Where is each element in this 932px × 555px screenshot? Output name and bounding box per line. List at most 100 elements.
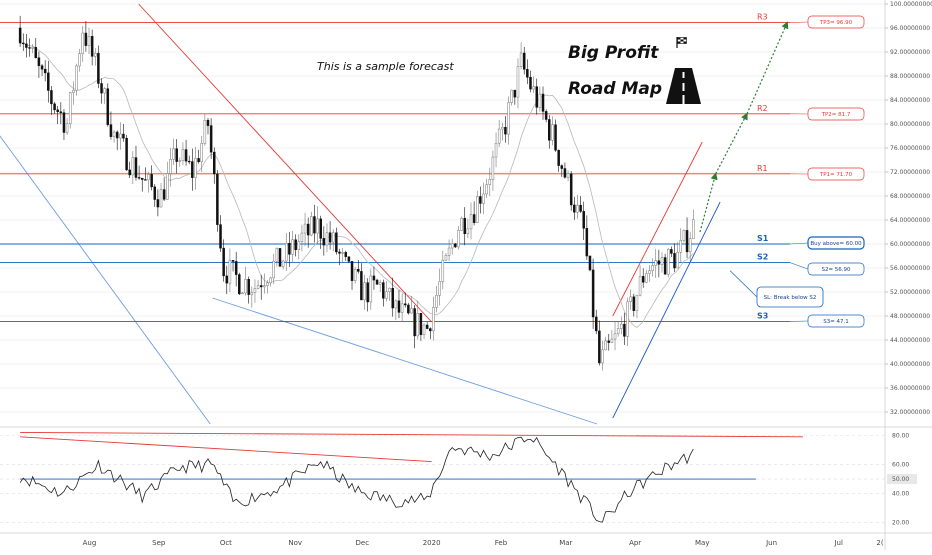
- candle-body-201: [648, 271, 650, 274]
- y-tick-label-14: 44.00000000: [890, 337, 930, 344]
- candle-body-43: [154, 187, 156, 200]
- candle-body-112: [370, 276, 372, 302]
- candle-body-183: [592, 270, 594, 317]
- candle-body-87: [292, 240, 294, 255]
- candle-body-210: [677, 252, 679, 268]
- candle-body-18: [75, 66, 77, 90]
- candle-body-152: [495, 143, 497, 157]
- candle-body-188: [608, 341, 610, 343]
- candle-body-62: [213, 152, 215, 174]
- forecast-arrows: [700, 23, 787, 232]
- candle-body-77: [260, 285, 262, 286]
- candle-body-106: [351, 261, 353, 280]
- candle-body-8: [44, 69, 46, 73]
- candle-body-172: [558, 150, 560, 165]
- candle-body-133: [436, 295, 438, 307]
- candle-body-198: [639, 276, 641, 295]
- tag-text-s2: S2= 56.90: [821, 267, 851, 273]
- candle-body-158: [514, 90, 516, 97]
- candle-body-5: [35, 47, 37, 57]
- candle-body-7: [41, 66, 43, 69]
- osc-line-1: [20, 432, 803, 436]
- candle-body-38: [138, 177, 140, 178]
- candle-body-204: [658, 261, 660, 265]
- candle-body-119: [392, 288, 394, 308]
- road-icon: [666, 68, 701, 104]
- level-label-s2: S2: [757, 253, 768, 262]
- candle-body-196: [633, 297, 635, 311]
- candle-body-173: [561, 166, 563, 169]
- candle-body-211: [680, 240, 682, 252]
- x-tick-label-4: Dec: [356, 539, 370, 547]
- candle-body-208: [670, 249, 672, 253]
- candle-body-79: [266, 283, 268, 286]
- candle-body-174: [564, 169, 566, 178]
- candle-body-154: [501, 127, 503, 129]
- candle-body-69: [235, 261, 237, 274]
- y-tick-label-6: 76.00000000: [890, 145, 930, 152]
- y-tick-label-0: 100.00000000: [890, 1, 932, 8]
- candle-body-11: [54, 104, 56, 110]
- candle-body-143: [467, 229, 469, 234]
- candle-body-164: [533, 87, 535, 89]
- y-tick-label-17: 32.00000000: [890, 409, 930, 416]
- candle-body-147: [479, 197, 481, 204]
- candle-body-0: [19, 28, 21, 43]
- headline-line-1: Big Profit: [568, 43, 659, 63]
- candle-body-161: [523, 53, 525, 69]
- candle-body-107: [354, 269, 356, 280]
- candle-body-23: [91, 36, 93, 56]
- candle-body-170: [551, 125, 553, 140]
- candle-body-90: [301, 233, 303, 242]
- candle-body-140: [457, 230, 459, 247]
- y-tick-label-3: 88.00000000: [890, 73, 930, 80]
- candle-body-35: [129, 170, 131, 175]
- stop-loss-text: SL: Break below S2: [764, 295, 817, 301]
- candle-body-160: [520, 53, 522, 67]
- candle-body-84: [282, 261, 284, 266]
- tag-text-r2: TP2= 81.7: [821, 112, 851, 118]
- candle-body-12: [57, 110, 59, 112]
- candle-body-95: [317, 219, 319, 233]
- candle-body-14: [63, 113, 65, 133]
- candle-body-85: [285, 243, 287, 261]
- candle-body-116: [382, 283, 384, 299]
- candle-body-59: [204, 120, 206, 143]
- checkered-flag-icon: [677, 37, 687, 48]
- candle-body-74: [251, 293, 253, 295]
- candle-body-3: [29, 48, 31, 49]
- osc-tick-label-3: 40.00: [892, 491, 909, 498]
- candle-body-206: [664, 258, 666, 275]
- candle-body-215: [692, 220, 694, 239]
- candle-body-54: [188, 161, 190, 162]
- candle-body-52: [182, 150, 184, 161]
- candle-body-128: [420, 313, 422, 334]
- candle-body-2: [25, 44, 27, 48]
- candle-body-24: [94, 53, 96, 56]
- candle-body-13: [60, 112, 62, 113]
- candle-body-167: [542, 94, 544, 111]
- candle-body-197: [636, 295, 638, 310]
- candle-body-93: [310, 217, 312, 236]
- candle-body-41: [148, 174, 150, 179]
- level-label-s1: S1: [757, 234, 769, 243]
- candle-body-102: [338, 252, 340, 253]
- candle-body-209: [674, 253, 676, 268]
- candle-body-78: [263, 286, 265, 287]
- candle-body-61: [210, 126, 212, 153]
- candle-body-214: [689, 239, 691, 252]
- candle-body-207: [667, 249, 669, 274]
- candle-body-92: [307, 224, 309, 235]
- y-tick-label-10: 60.00000000: [890, 241, 930, 248]
- candle-body-64: [220, 225, 222, 248]
- candle-body-20: [82, 33, 84, 54]
- candle-body-162: [526, 69, 528, 77]
- candle-body-165: [536, 87, 538, 108]
- candle-body-53: [185, 150, 187, 162]
- y-tick-label-11: 56.00000000: [890, 265, 930, 272]
- candle-body-51: [179, 161, 181, 162]
- candle-body-130: [426, 325, 428, 329]
- candle-body-82: [276, 248, 278, 261]
- candle-body-171: [555, 125, 557, 150]
